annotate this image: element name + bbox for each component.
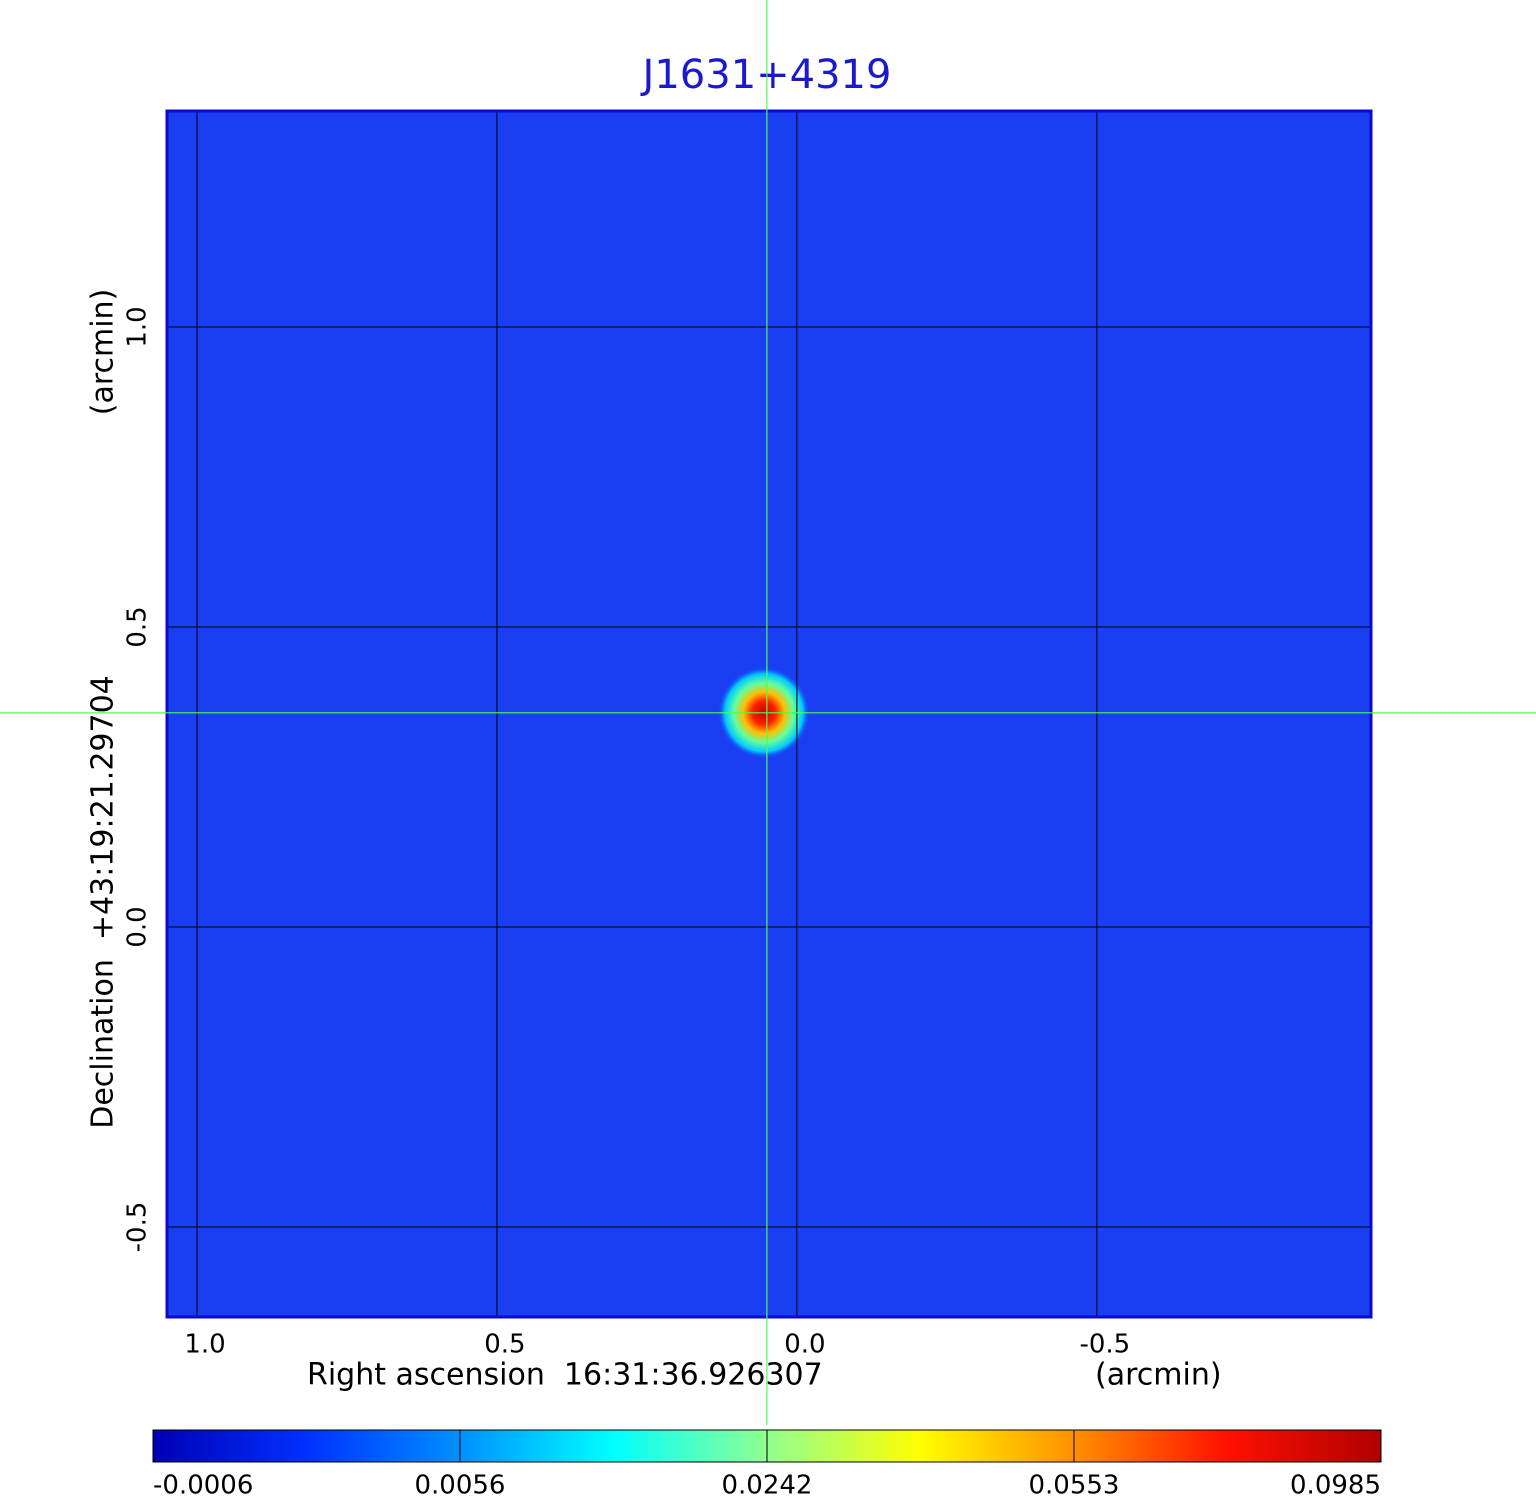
colorbar-tick-label: 0.0056	[415, 1471, 506, 1500]
colorbar-tick-label: 0.0242	[722, 1471, 813, 1500]
x-axis-unit: (arcmin)	[1095, 1358, 1222, 1393]
y-tick-label: 0.5	[123, 606, 153, 647]
colorbar-tick-label: 0.0553	[1029, 1471, 1120, 1500]
chart-title: J1631+4319	[640, 52, 892, 98]
y-tick-label: 0.0	[123, 906, 153, 947]
y-axis-label: Declination +43:19:21.29704	[86, 675, 121, 1129]
colorbar-tick-label: -0.0006	[153, 1471, 253, 1500]
colorbar-tick-label: 0.0985	[1290, 1471, 1381, 1500]
x-tick-label: 0.0	[784, 1330, 825, 1360]
y-tick-label: 1.0	[123, 306, 153, 347]
x-tick-label: 1.0	[184, 1330, 225, 1360]
x-tick-label: 0.5	[484, 1330, 525, 1360]
y-tick-label: -0.5	[123, 1202, 153, 1253]
x-axis-label: Right ascension 16:31:36.926307	[307, 1358, 823, 1393]
plot-border	[165, 109, 1373, 1319]
x-tick-label: -0.5	[1079, 1330, 1130, 1360]
y-axis-unit: (arcmin)	[86, 289, 121, 416]
